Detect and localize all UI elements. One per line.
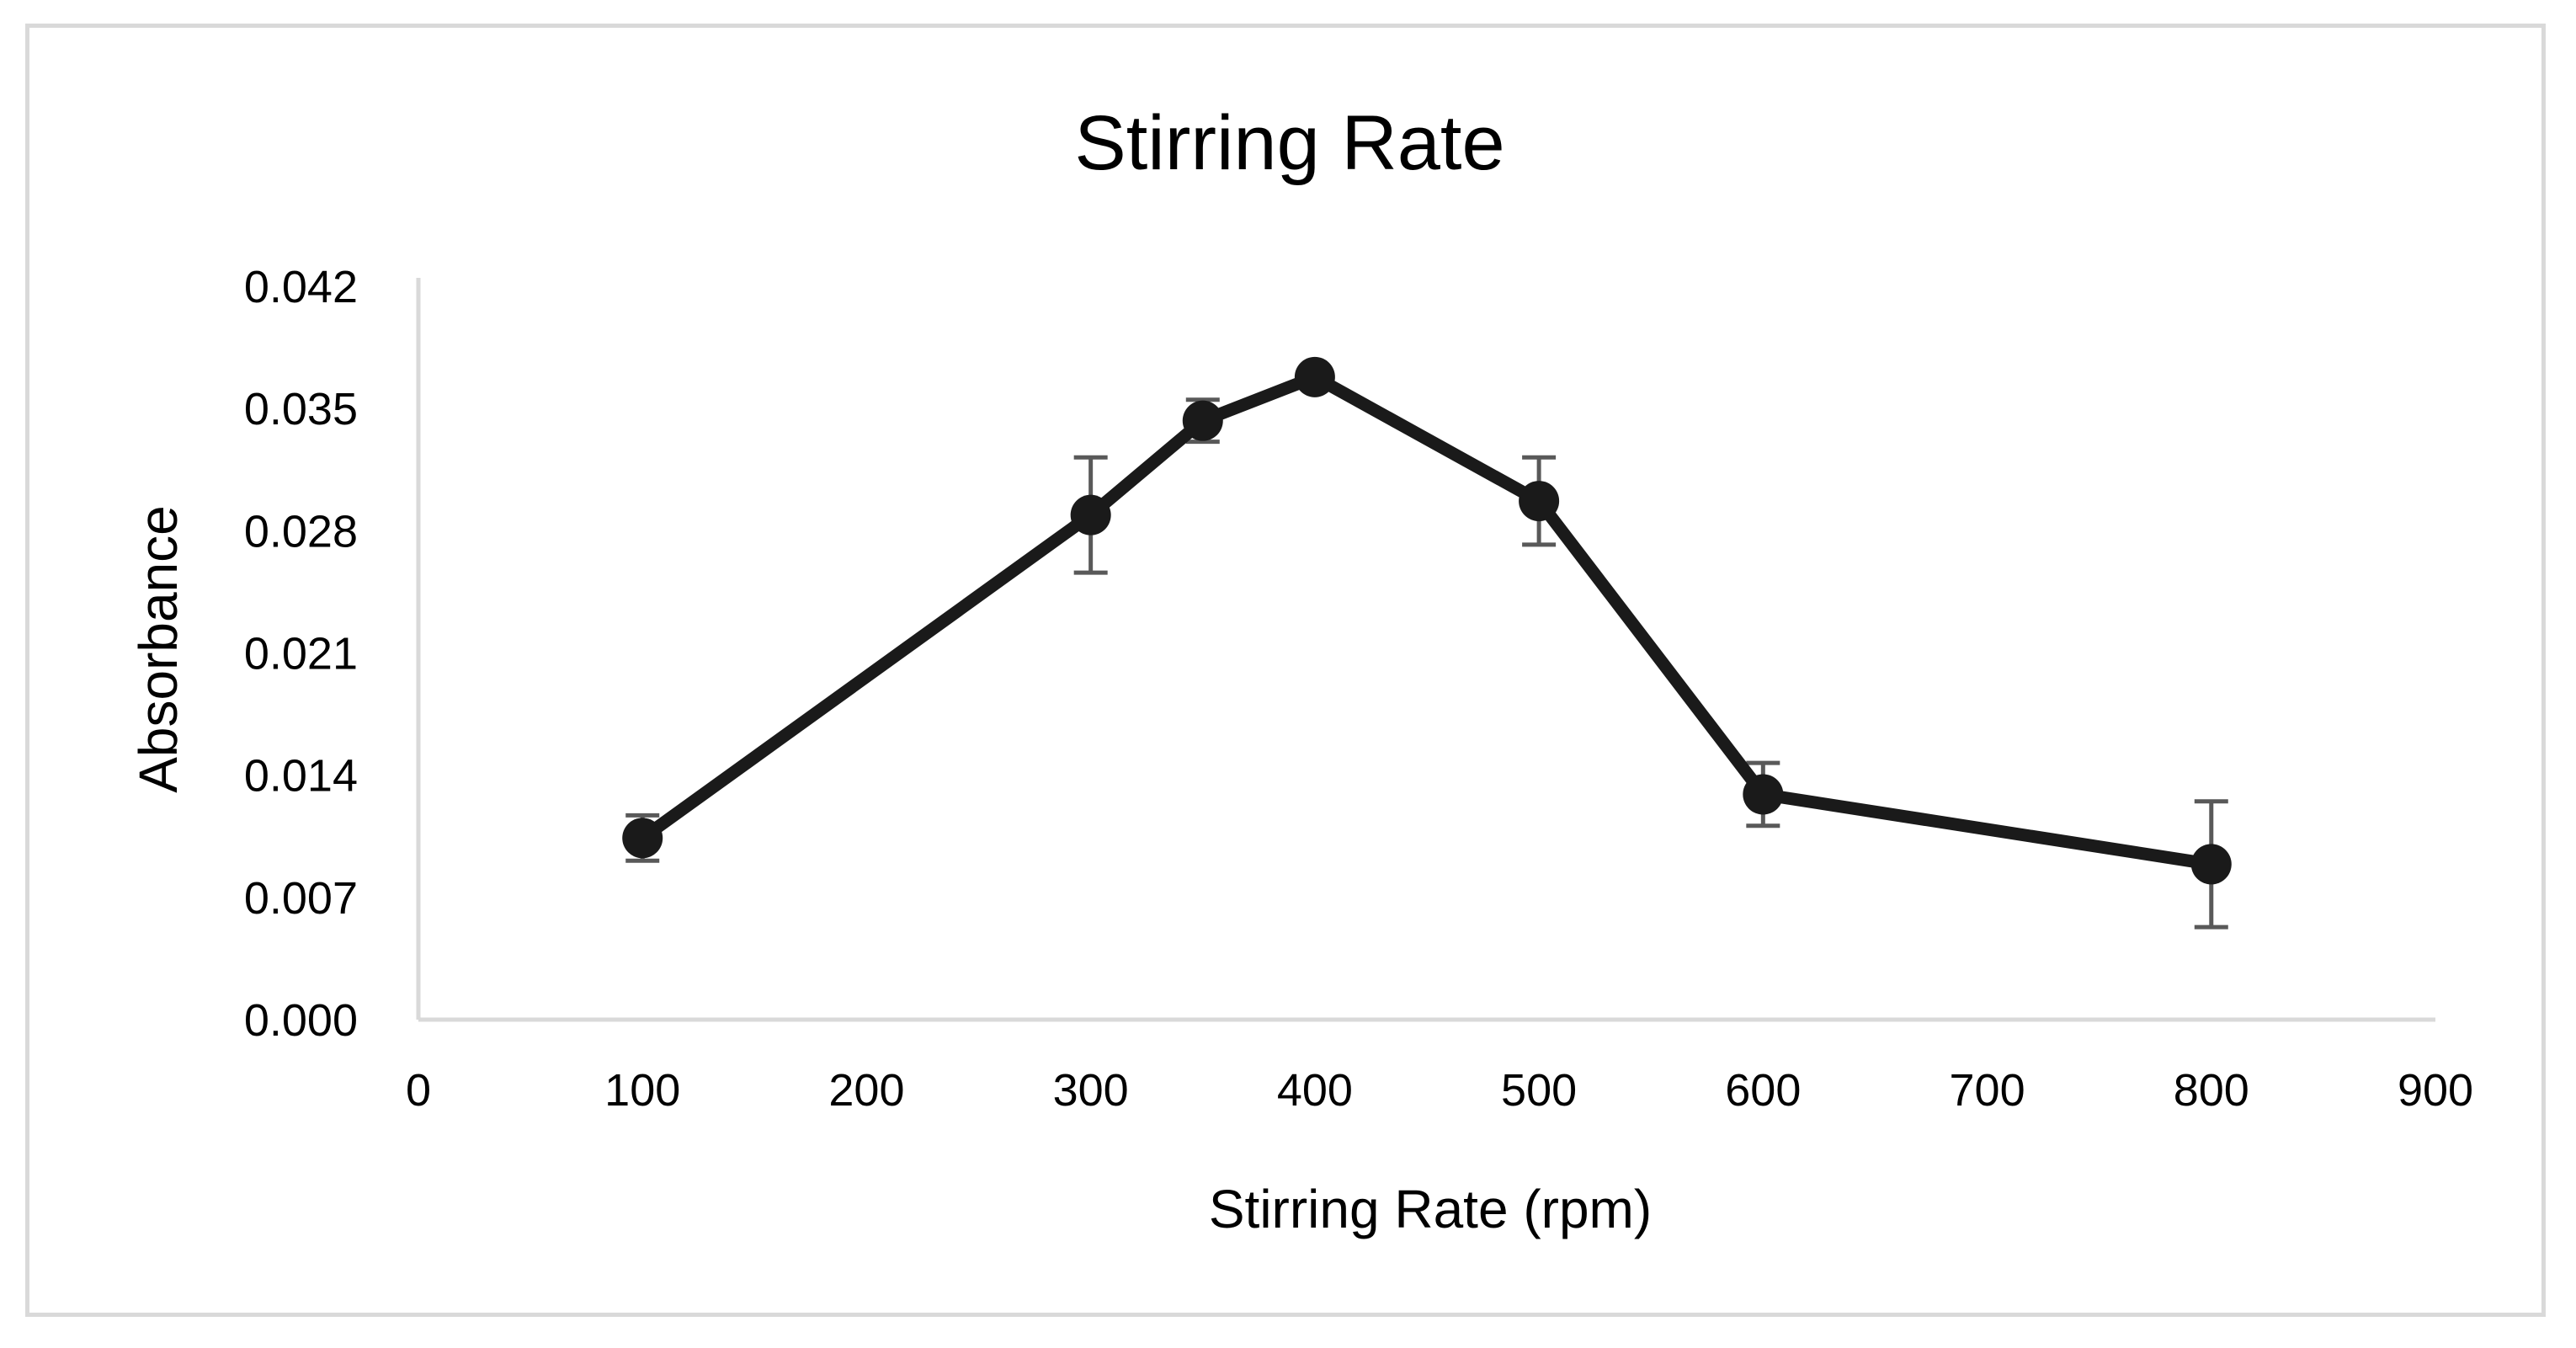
data-point [2190, 844, 2232, 885]
x-tick-label: 900 [2398, 1065, 2473, 1116]
chart-title: Stirring Rate [1074, 100, 1504, 186]
y-tick-label: 0.000 [244, 995, 358, 1046]
x-tick-label: 100 [604, 1065, 680, 1116]
y-axis-title: Absorbance [128, 505, 189, 793]
y-tick-labels: 0.000 0.007 0.014 0.021 0.028 0.035 0.042 [244, 262, 358, 1046]
data-point [1519, 481, 1560, 522]
x-tick-label: 200 [828, 1065, 904, 1116]
data-point [1294, 356, 1335, 397]
y-tick-label: 0.007 [244, 873, 358, 924]
error-bars [625, 365, 2228, 930]
x-tick-label: 600 [1725, 1065, 1801, 1116]
x-tick-label: 700 [1950, 1065, 2025, 1116]
y-tick-label: 0.042 [244, 262, 358, 312]
x-tick-label: 500 [1501, 1065, 1577, 1116]
chart-frame: Stirring Rate 0.000 0.007 0.014 0.021 0.028 0… [25, 24, 2546, 1317]
y-tick-label: 0.014 [244, 751, 358, 802]
data-point [1070, 494, 1111, 535]
x-tick-label: 800 [2174, 1065, 2249, 1116]
series-line [638, 370, 2212, 871]
chart-canvas: Stirring Rate 0.0000.0070.0140.0210.0280… [128, 100, 2473, 1239]
x-tick-label: 0 [406, 1065, 431, 1116]
data-point [622, 818, 663, 859]
x-tick-label: 400 [1277, 1065, 1353, 1116]
x-axis-title: Stirring Rate (rpm) [1209, 1179, 1652, 1239]
y-tick-label: 0.035 [244, 384, 358, 434]
data-point [1743, 774, 1784, 815]
y-tick-label: 0.028 [244, 506, 358, 557]
x-tick-label: 300 [1053, 1065, 1129, 1116]
plot-area: 0.000 0.007 0.014 0.021 0.028 0.035 0.042 0 100… [244, 262, 2473, 1116]
data-point [1182, 400, 1223, 441]
x-tick-labels: 0 100 200 300 400 500 600 700 800 900 [406, 1065, 2473, 1116]
y-tick-label: 0.021 [244, 629, 358, 679]
data-markers [622, 356, 2232, 885]
